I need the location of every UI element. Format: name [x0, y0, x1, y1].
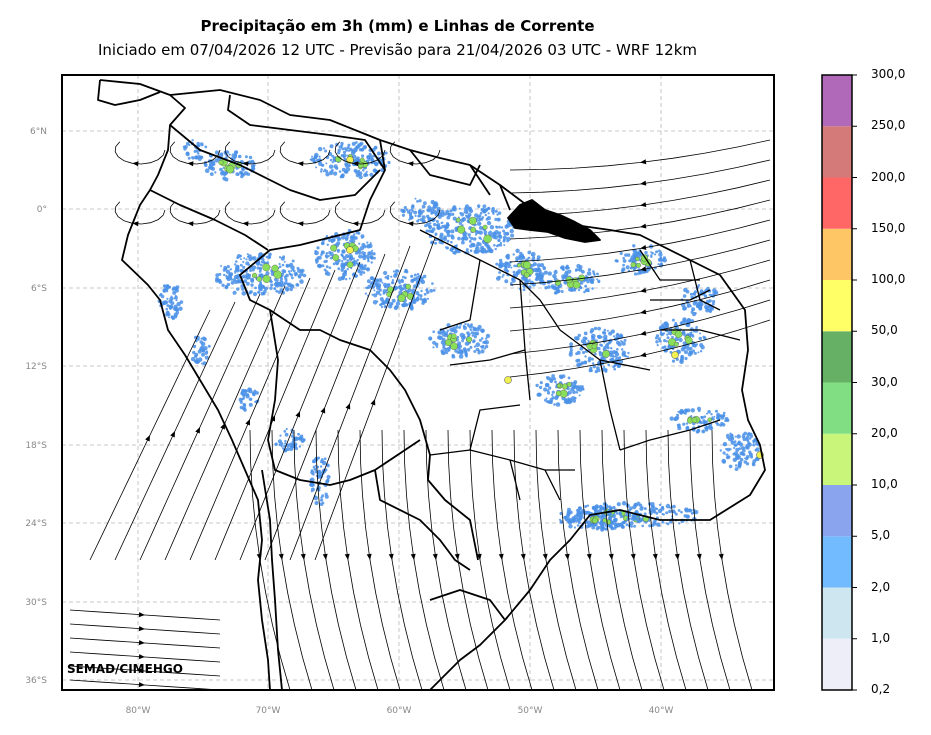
colorbar-swatch	[822, 228, 852, 280]
colorbar-swatch	[822, 75, 852, 127]
colorbar-swatch	[822, 126, 852, 178]
border-brazil-west	[239, 139, 479, 561]
border-bolivia	[267, 309, 421, 486]
heavy-rain-cell	[346, 246, 354, 254]
colorbar-level-label: 1,0	[871, 630, 891, 645]
border-guianas	[409, 149, 511, 211]
map-frame	[61, 74, 775, 691]
colorbar-level-label: 20,0	[871, 425, 898, 440]
lat-tick-label: 0°	[37, 205, 47, 215]
border-paraguay	[374, 469, 471, 571]
heavy-rain-cell	[504, 376, 512, 384]
colorbar-swatch	[822, 485, 852, 537]
colorbar-level-label: 2,0	[871, 579, 891, 594]
border-venezuela	[227, 94, 386, 171]
lat-tick-label: 36°S	[25, 676, 47, 686]
lon-tick-label: 60°W	[387, 706, 412, 716]
colorbar-level-label: 250,0	[871, 118, 906, 133]
lat-tick-label: 6°N	[30, 127, 47, 137]
colorbar	[821, 74, 857, 691]
watermark: SEMAD/CIMEHGO	[67, 662, 183, 676]
colorbar-swatch	[822, 638, 852, 690]
colorbar-swatch	[822, 280, 852, 332]
colorbar-level-label: 100,0	[871, 272, 906, 286]
coastline	[99, 79, 271, 690]
colorbar-swatch	[822, 433, 852, 485]
axis-tick-labels: 6°N 0° 6°S 12°S 18°S 24°S 30°S 36°S 80°W 70°W 60°W…	[25, 127, 673, 716]
heavy-rain-cell	[671, 351, 679, 359]
border-states-1	[419, 229, 651, 451]
colorbar-swatch	[822, 177, 852, 229]
colorbar-level-label: 10,0	[871, 477, 898, 491]
colorbar-level-label: 200,0	[871, 169, 906, 184]
colorbar-level-label: 150,0	[871, 220, 906, 235]
chart-title: Precipitação em 3h (mm) e Linhas de Corr…	[200, 17, 595, 35]
coastline-north	[169, 89, 766, 690]
marajo-island	[507, 199, 601, 243]
colorbar-level-label: 30,0	[871, 374, 898, 389]
colorbar-swatch	[822, 587, 852, 639]
border-states-2	[429, 404, 721, 501]
colorbar-swatch	[822, 382, 852, 434]
lat-tick-label: 6°S	[31, 284, 47, 294]
colorbar-level-label: 5,0	[871, 528, 891, 543]
colorbar-swatch	[822, 331, 852, 383]
chart-subtitle: Iniciado em 07/04/2026 12 UTC - Previsão…	[97, 41, 698, 59]
border-peru-ecuador	[149, 189, 269, 251]
precipitation-layer	[157, 139, 764, 532]
lat-tick-label: 18°S	[25, 441, 47, 451]
border-argentina-chile	[261, 469, 283, 690]
lon-tick-label: 80°W	[126, 706, 151, 716]
lon-tick-label: 50°W	[518, 706, 543, 716]
colorbar-level-label: 50,0	[871, 323, 898, 338]
border-uruguay	[429, 589, 506, 621]
colorbar-level-label: 0,2	[871, 682, 891, 696]
lat-tick-label: 24°S	[25, 519, 47, 529]
border-colombia	[169, 124, 381, 201]
border-states-3	[639, 249, 741, 341]
colorbar-swatch	[822, 536, 852, 588]
colorbar-level-label: 300,0	[871, 67, 906, 81]
streamlines	[69, 139, 771, 690]
lat-tick-label: 12°S	[25, 362, 47, 372]
lat-tick-label: 30°S	[25, 598, 47, 608]
lon-tick-label: 40°W	[649, 706, 674, 716]
graticule	[62, 75, 774, 690]
lon-tick-label: 70°W	[256, 706, 281, 716]
central-america	[97, 79, 161, 106]
country-borders	[97, 79, 766, 690]
